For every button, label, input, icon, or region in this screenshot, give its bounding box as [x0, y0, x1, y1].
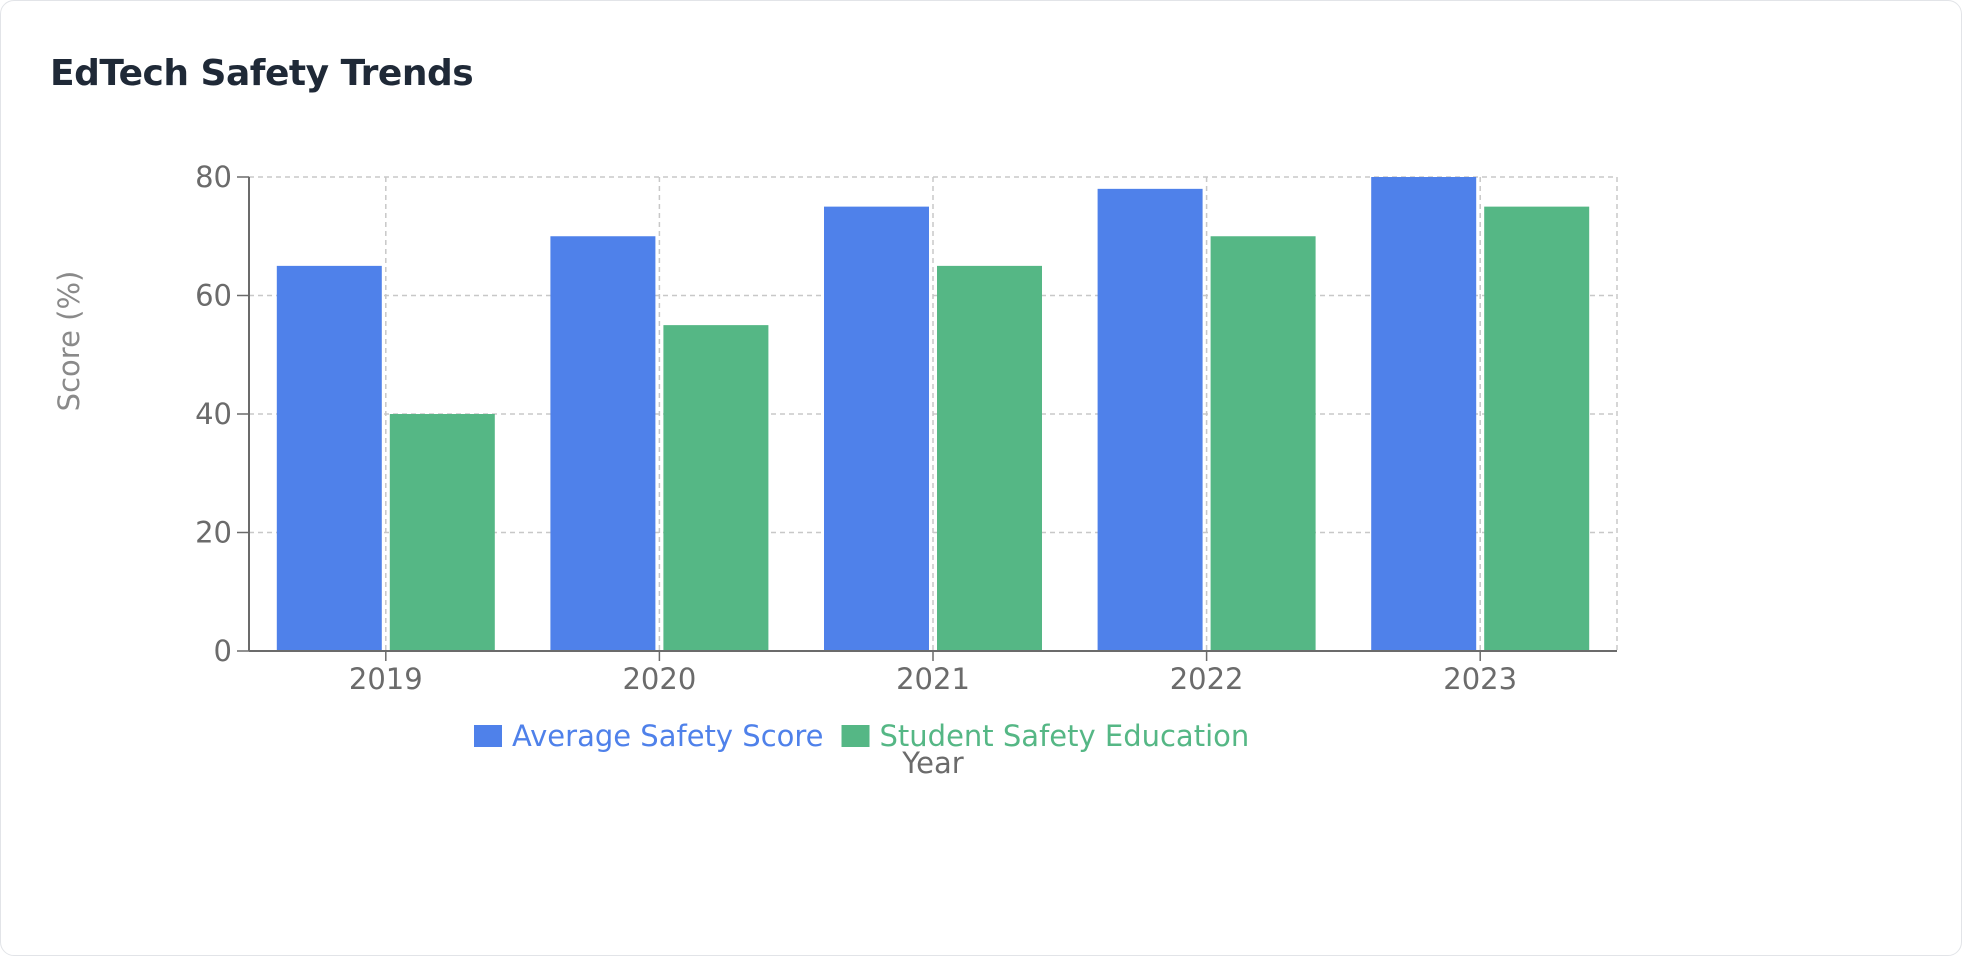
- bar-average-safety-score-2022[interactable]: [1097, 188, 1203, 651]
- bar-student-safety-education-2022[interactable]: [1210, 236, 1316, 651]
- x-tick-label: 2021: [896, 662, 970, 696]
- y-tick-label: 80: [195, 160, 232, 194]
- x-tick-label: 2019: [349, 662, 423, 696]
- legend-label: Student Safety Education: [880, 719, 1250, 753]
- bar-student-safety-education-2019[interactable]: [389, 414, 495, 651]
- legend: Average Safety Score Student Safety Educa…: [474, 719, 1249, 753]
- bar-average-safety-score-2019[interactable]: [276, 265, 382, 651]
- x-tick-label: 2023: [1443, 662, 1517, 696]
- chart-title: EdTech Safety Trends: [50, 53, 474, 94]
- y-tick-label: 20: [195, 516, 232, 550]
- y-tick-label: 0: [214, 634, 232, 668]
- x-axis-title: Year: [901, 746, 963, 780]
- bars: [276, 177, 1590, 651]
- bar-average-safety-score-2023[interactable]: [1371, 177, 1477, 651]
- y-axis-title: Score (%): [52, 271, 86, 412]
- y-tick-label: 40: [195, 397, 232, 431]
- legend-item-student-safety-education[interactable]: Student Safety Education: [841, 719, 1250, 753]
- grid-lines: [249, 176, 1618, 651]
- legend-swatch: [841, 725, 870, 747]
- legend-swatch: [474, 725, 502, 747]
- legend-label: Average Safety Score: [512, 719, 824, 753]
- bar-average-safety-score-2021[interactable]: [824, 206, 929, 651]
- bar-student-safety-education-2021[interactable]: [937, 265, 1042, 651]
- bar-student-safety-education-2023[interactable]: [1484, 206, 1590, 651]
- x-tick-label: 2022: [1170, 662, 1244, 696]
- axes: 0 20 40 60 80 2019 2020 2021 2022 2023: [195, 160, 1617, 696]
- bar-student-safety-education-2020[interactable]: [663, 325, 769, 651]
- x-tick-label: 2020: [622, 662, 696, 696]
- y-tick-label: 60: [195, 279, 232, 313]
- bar-average-safety-score-2020[interactable]: [550, 236, 656, 651]
- legend-item-average-safety-score[interactable]: Average Safety Score: [474, 719, 824, 753]
